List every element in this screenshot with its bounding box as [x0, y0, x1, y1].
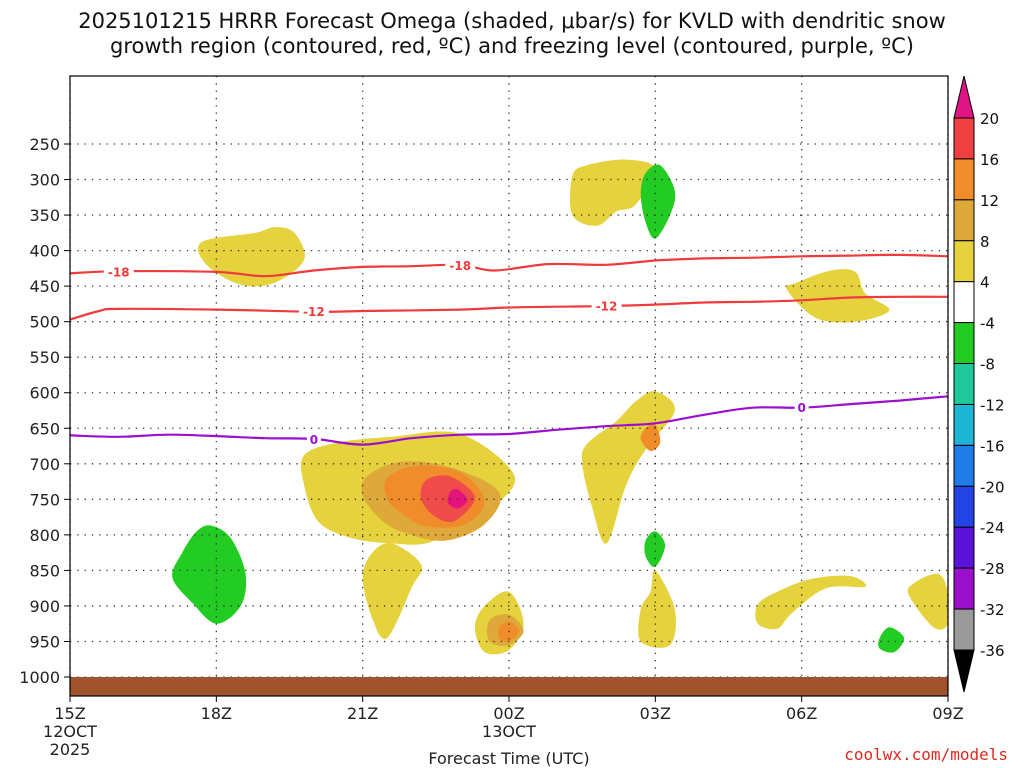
y-tick-label: 1000 — [19, 668, 60, 687]
contour-label-bg — [794, 400, 809, 415]
omega-region-4 — [569, 159, 656, 226]
omega-region-12 — [640, 423, 661, 452]
contour-label: -18 — [449, 259, 471, 273]
colorbar-segment — [953, 240, 975, 283]
contour-label: -12 — [596, 300, 618, 314]
ground-surface-band — [70, 677, 948, 696]
x-axis-label: Forecast Time (UTC) — [428, 749, 589, 768]
omega-region--4 — [878, 627, 905, 653]
contour-label: -18 — [108, 265, 130, 279]
colorbar-label: 4 — [980, 274, 990, 292]
omega-region-16 — [420, 475, 475, 523]
colorbar-segment — [953, 199, 975, 242]
colorbar-bottom-triangle — [953, 649, 975, 693]
colorbar-segment — [953, 158, 975, 201]
colorbar-label: 8 — [980, 233, 990, 251]
colorbar-label: -24 — [980, 519, 1005, 537]
colorbar-segment — [953, 403, 975, 446]
contour-label-bg — [103, 264, 134, 279]
y-tick-label: 300 — [29, 171, 60, 190]
omega-region-4 — [786, 269, 890, 323]
contour-label: -12 — [303, 305, 325, 319]
colorbar-label: -4 — [980, 315, 995, 333]
colorbar-label: 16 — [980, 151, 999, 169]
x-tick-label: 18Z — [201, 704, 232, 723]
omega-region--4 — [172, 525, 247, 624]
x-tick-label: 21Z — [347, 704, 378, 723]
omega-region-4 — [362, 542, 423, 639]
chart-title-line-2: growth region (contoured, red, ºC) and f… — [110, 34, 914, 58]
temperature-contours: -18 -18 -12 -12 0 0 — [70, 253, 948, 447]
omega-colorbar: 20 16 12 8 4 -4 -8 -12 -16 -20 -24 -28 -32 -36 — [953, 75, 1005, 693]
omega-region-4 — [755, 575, 867, 630]
y-tick-label: 750 — [29, 490, 60, 509]
omega-region-4 — [907, 573, 948, 630]
pressure-axis: 250 300 350 400 450 500 550 600 650 700 750 800 850 9… — [19, 135, 70, 687]
y-tick-label: 800 — [29, 526, 60, 545]
omega-region-4 — [638, 570, 676, 648]
colorbar-segment — [953, 444, 975, 487]
omega-region--4 — [644, 531, 666, 568]
colorbar-segment — [953, 567, 975, 610]
chart-title-line-1: 2025101215 HRRR Forecast Omega (shaded, … — [78, 9, 946, 33]
y-tick-label: 650 — [29, 419, 60, 438]
y-tick-label: 400 — [29, 242, 60, 261]
x-tick-label: 15Z — [54, 704, 85, 723]
colorbar-label: -16 — [980, 437, 1005, 455]
y-tick-label: 350 — [29, 206, 60, 225]
x-tick-label: 03Z — [640, 704, 671, 723]
contour-line-snow_growth--12 — [70, 295, 948, 321]
colorbar-segment — [953, 322, 975, 365]
contour-label: 0 — [797, 401, 805, 415]
contour-label-bg — [298, 304, 329, 319]
x-tick-label: 09Z — [932, 704, 963, 723]
colorbar-top-triangle — [953, 75, 975, 119]
y-tick-label: 250 — [29, 135, 60, 154]
colorbar-segment — [953, 117, 975, 160]
y-tick-label: 700 — [29, 455, 60, 474]
colorbar-segment — [953, 281, 975, 324]
x-tick-year-label: 2025 — [50, 740, 91, 759]
colorbar-label: 12 — [980, 192, 999, 210]
site-credit: coolwx.com/models — [844, 745, 1008, 764]
contour-line-snow_growth--18 — [70, 253, 948, 278]
y-tick-label: 500 — [29, 313, 60, 332]
contour-label: 0 — [310, 433, 318, 447]
x-tick-date-label: 12OCT — [43, 722, 97, 741]
colorbar-segment — [953, 485, 975, 528]
x-tick-label: 06Z — [786, 704, 817, 723]
contour-label-bg — [306, 432, 321, 447]
colorbar-label: 20 — [980, 110, 999, 128]
x-tick-label: 00Z — [493, 704, 524, 723]
x-tick-date-label: 13OCT — [482, 722, 536, 741]
omega-region--4 — [640, 164, 676, 239]
y-tick-label: 850 — [29, 561, 60, 580]
colorbar-segment — [953, 363, 975, 405]
y-tick-label: 600 — [29, 384, 60, 403]
contour-label-bg — [591, 299, 622, 314]
colorbar-label: -20 — [980, 478, 1005, 496]
plot-frame — [69, 75, 949, 697]
colorbar-label: -32 — [980, 601, 1005, 619]
y-tick-label: 950 — [29, 632, 60, 651]
colorbar-segment — [953, 526, 975, 569]
y-tick-label: 450 — [29, 277, 60, 296]
colorbar-label: -36 — [980, 642, 1005, 660]
y-tick-label: 900 — [29, 597, 60, 616]
colorbar-label: -8 — [980, 356, 995, 374]
contour-label-bg — [445, 258, 476, 273]
colorbar-label: -12 — [980, 396, 1005, 414]
y-tick-label: 550 — [29, 348, 60, 367]
colorbar-label: -28 — [980, 560, 1005, 578]
colorbar-segment — [953, 608, 975, 651]
